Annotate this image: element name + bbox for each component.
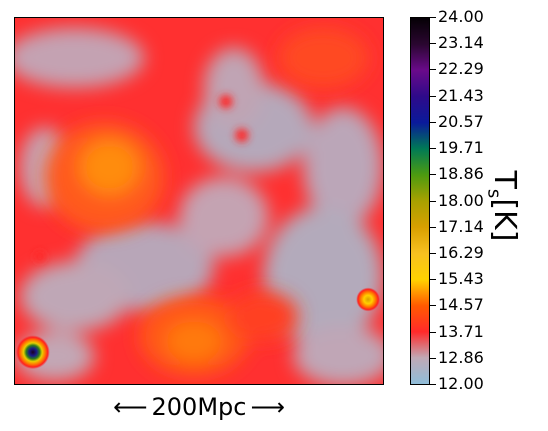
colorbar-tick-label: 20.57 [438, 111, 484, 131]
colorbar-tick-label: 18.86 [438, 164, 484, 184]
colorbar-tick-label: 15.43 [438, 269, 484, 289]
colorbar-label-sub: s [483, 188, 505, 199]
colorbar-tick [430, 226, 436, 228]
colorbar-tick-label: 16.29 [438, 242, 484, 262]
colorbar-label: Ts[K] [484, 160, 524, 252]
colorbar-tick [430, 17, 436, 18]
spin-temperature-map [14, 17, 384, 385]
colorbar-tick-label: 21.43 [438, 85, 484, 105]
colorbar-tick [430, 200, 436, 202]
colorbar [410, 17, 430, 385]
colorbar-tick [430, 357, 436, 359]
colorbar-tick-label: 12.86 [438, 347, 484, 367]
colorbar-tick [430, 384, 436, 385]
colorbar-tick [430, 252, 436, 254]
colorbar-label-unit: [K] [487, 198, 522, 242]
colorbar-tick [430, 148, 436, 150]
colorbar-tick [430, 305, 436, 307]
colorbar-tick [430, 331, 436, 333]
colorbar-tick [430, 69, 436, 71]
colorbar-tick-label: 12.00 [438, 374, 484, 393]
hot-spot-right [356, 287, 381, 312]
colorbar-gradient [411, 18, 429, 384]
scale-bar: ⟵ 200Mpc ⟶ [14, 388, 384, 426]
colorbar-tick-label: 17.14 [438, 216, 484, 236]
warm-regions [44, 27, 369, 377]
scale-bar-text: 200Mpc [151, 393, 247, 421]
small-red-spots [33, 93, 250, 263]
colorbar-tick [430, 43, 436, 45]
colorbar-tick [430, 95, 436, 97]
colorbar-tick-label: 23.14 [438, 33, 484, 53]
colorbar-label-main: T [487, 170, 522, 189]
colorbar-tick-label: 24.00 [438, 7, 484, 26]
colorbar-tick [430, 279, 436, 281]
hot-spot-left [15, 335, 50, 370]
colorbar-tick-label: 19.71 [438, 138, 484, 158]
colorbar-tick-label: 22.29 [438, 59, 484, 79]
colorbar-tick-label: 14.57 [438, 295, 484, 315]
colorbar-tick [430, 174, 436, 176]
colorbar-tick [430, 121, 436, 123]
scale-bar-right-arrow: ⟶ [250, 393, 285, 421]
scale-bar-left-arrow: ⟵ [113, 393, 148, 421]
colorbar-tick-label: 18.00 [438, 190, 484, 210]
colorbar-tick-label: 13.71 [438, 321, 484, 341]
heatmap-image [15, 18, 383, 384]
